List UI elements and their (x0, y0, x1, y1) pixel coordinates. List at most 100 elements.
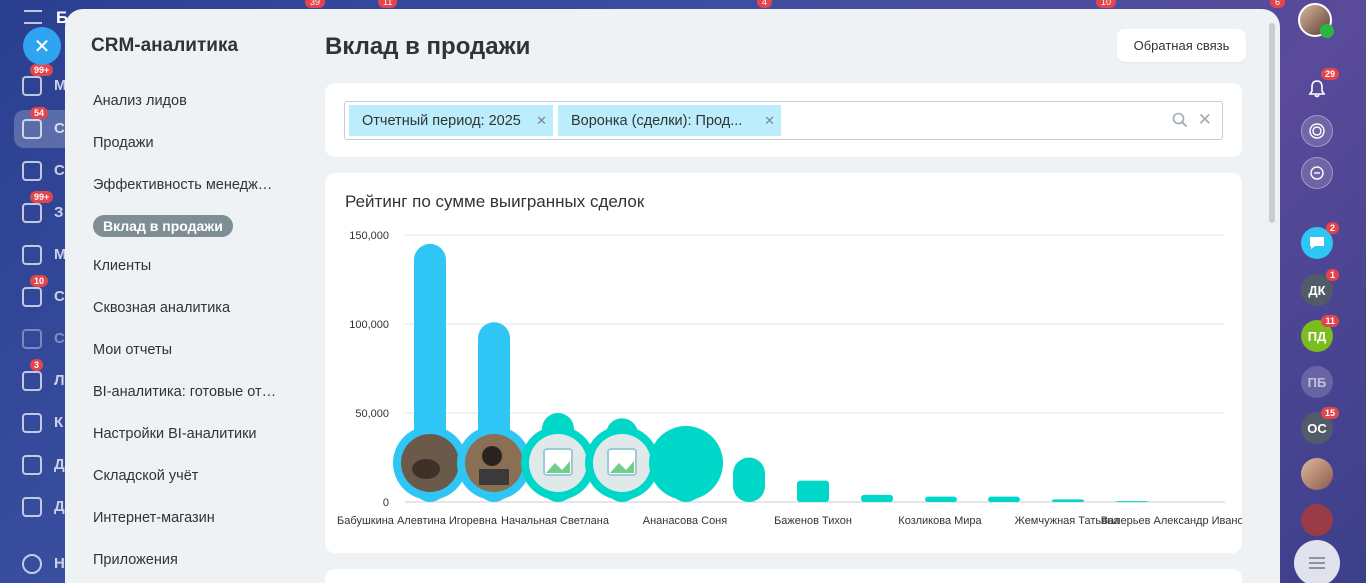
menu-item-bi-settings[interactable]: Настройки BI-аналитики (93, 426, 257, 442)
x-tick-label: Начальная Светлана (501, 515, 610, 527)
right-sidebar: 29 2 ДК 1 ПД 11 ПБ ОС 15 (1286, 0, 1366, 583)
right-bar-menu-button[interactable] (1294, 540, 1340, 583)
close-slider-button[interactable]: ✕ (23, 27, 61, 65)
messenger-icon[interactable]: 2 (1301, 222, 1339, 259)
x-tick-label: Жемчужная Татьяна (1015, 515, 1121, 527)
bg-nav-item[interactable]: С (18, 325, 78, 355)
x-tick-label: Бабушкина Алевтина Игоревна (337, 515, 498, 527)
chat-sync-icon[interactable] (1301, 157, 1333, 189)
menu-lines-icon (1309, 557, 1325, 569)
user-photo-avatar[interactable] (1301, 458, 1333, 490)
bg-nav-label: З (54, 204, 64, 221)
chart-bar[interactable] (797, 480, 829, 502)
side-menu-title: CRM-аналитика (91, 35, 239, 56)
avatar-initials: ДК (1308, 282, 1326, 298)
spiral-icon[interactable] (1301, 115, 1333, 147)
calendar-icon (22, 413, 42, 433)
marketing-icon (22, 245, 42, 265)
top-badge: 6 (1270, 0, 1286, 8)
menu-item-clients[interactable]: Клиенты (93, 258, 152, 274)
bg-nav-item[interactable]: М (18, 241, 78, 271)
menu-item-my-reports[interactable]: Мои отчеты (93, 342, 173, 358)
x-tick-label: Баженов Тихон (774, 515, 852, 527)
chart-bar[interactable] (925, 496, 957, 502)
bg-nav-item[interactable]: С (18, 157, 78, 187)
bg-nav-badge: 99+ (30, 64, 54, 76)
menu-item-online-store[interactable]: Интернет-магазин (93, 510, 215, 526)
bg-nav-item[interactable]: Д (18, 493, 78, 523)
menu-item-lead-analysis[interactable]: Анализ лидов (93, 93, 187, 109)
settings-icon (22, 554, 42, 574)
y-tick-label: 100,000 (349, 319, 389, 331)
cart-icon (22, 161, 42, 181)
bg-nav-item[interactable]: 54 С (18, 107, 78, 145)
avatar-initials: ПД (1307, 328, 1327, 344)
feedback-button[interactable]: Обратная связь (1117, 29, 1246, 62)
filter-chip-period[interactable]: Отчетный период: 2025 ✕ (349, 105, 553, 136)
y-tick-label: 150,000 (349, 230, 389, 242)
sync-chat-icon (1310, 166, 1324, 180)
chart-bar[interactable] (861, 494, 893, 502)
chart-bar[interactable] (733, 457, 765, 503)
user-dk-avatar[interactable]: ДК 1 (1301, 269, 1339, 306)
chart-bar[interactable] (1052, 499, 1084, 502)
chart-bar[interactable] (1116, 501, 1148, 503)
user-pd-avatar[interactable]: ПД 11 (1301, 315, 1339, 352)
bg-nav-label: С (54, 330, 65, 347)
feed-icon (22, 76, 42, 96)
side-menu: CRM-аналитика Анализ лидов Продажи Эффек… (65, 9, 300, 583)
y-tick-label: 50,000 (355, 408, 389, 420)
bg-nav-label: Л (54, 372, 65, 389)
scrollbar[interactable] (1269, 23, 1275, 223)
lists-icon (22, 371, 42, 391)
avatar-initials: ОС (1307, 420, 1327, 436)
user-badge: 15 (1320, 407, 1339, 419)
x-tick-label: Ананасова Соня (643, 515, 727, 527)
bg-nav-item[interactable]: Д (18, 451, 78, 481)
filter-chip-funnel[interactable]: Воронка (сделки): Прод... ✕ (558, 105, 781, 136)
menu-item-applications[interactable]: Приложения (93, 552, 178, 568)
filter-input[interactable]: Отчетный период: 2025 ✕ Воронка (сделки)… (344, 101, 1223, 140)
user-os-avatar[interactable]: ОС 15 (1301, 407, 1339, 444)
filter-chip-label: Отчетный период: 2025 (362, 112, 521, 129)
bg-nav-label: М (54, 77, 67, 94)
user-badge: 11 (1321, 315, 1339, 327)
chart-bar[interactable] (988, 496, 1020, 502)
bg-nav-item[interactable]: 99+ З (18, 191, 78, 229)
user-avatar-partial[interactable] (1301, 504, 1333, 536)
bell-icon (1308, 80, 1326, 98)
current-user-avatar[interactable] (1298, 3, 1334, 38)
search-icon[interactable] (1172, 112, 1188, 128)
remove-chip-icon[interactable]: ✕ (764, 113, 775, 128)
bg-nav-label: Д (54, 456, 65, 473)
chart-card: Рейтинг по сумме выигранных сделок 0 50,0… (325, 173, 1242, 553)
bg-nav-item[interactable]: 99+ М (18, 64, 78, 102)
bg-nav-item[interactable]: 10 С (18, 275, 78, 313)
bg-nav-item[interactable]: К (18, 409, 78, 439)
menu-item-bi-reports[interactable]: BI-аналитика: готовые отчеты (93, 384, 279, 400)
filter-card: Отчетный период: 2025 ✕ Воронка (сделки)… (325, 83, 1242, 157)
crm-icon (22, 119, 42, 139)
bg-nav-label: С (54, 288, 65, 305)
user-pb-avatar[interactable]: ПБ (1301, 366, 1333, 398)
sales-rating-chart: 0 50,000 100,000 150,000 Бабушкина Алевтина … (337, 230, 1242, 527)
bg-nav-item[interactable]: Н (18, 550, 78, 580)
menu-item-manager-efficiency[interactable]: Эффективность менеджеров (93, 177, 279, 193)
filter-chip-label: Воронка (сделки): Прод... (571, 112, 743, 129)
bg-nav-label: Д (54, 498, 65, 515)
hamburger-icon[interactable] (24, 10, 42, 24)
menu-item-warehouse[interactable]: Складской учёт (93, 468, 199, 484)
bg-nav-badge: 54 (30, 107, 49, 119)
top-badge: 39 (305, 0, 326, 8)
bg-nav-label: С (54, 162, 65, 179)
remove-chip-icon[interactable]: ✕ (536, 113, 547, 128)
clear-filter-icon[interactable]: ✕ (1197, 110, 1212, 129)
notifications-icon[interactable]: 29 (1301, 68, 1339, 105)
menu-item-sales-contribution[interactable]: Вклад в продажи (93, 215, 233, 237)
menu-item-sales[interactable]: Продажи (93, 135, 154, 151)
avatar-ring-empty (649, 426, 723, 500)
close-icon: ✕ (33, 35, 51, 58)
menu-item-end-to-end-analytics[interactable]: Сквозная аналитика (93, 300, 231, 316)
